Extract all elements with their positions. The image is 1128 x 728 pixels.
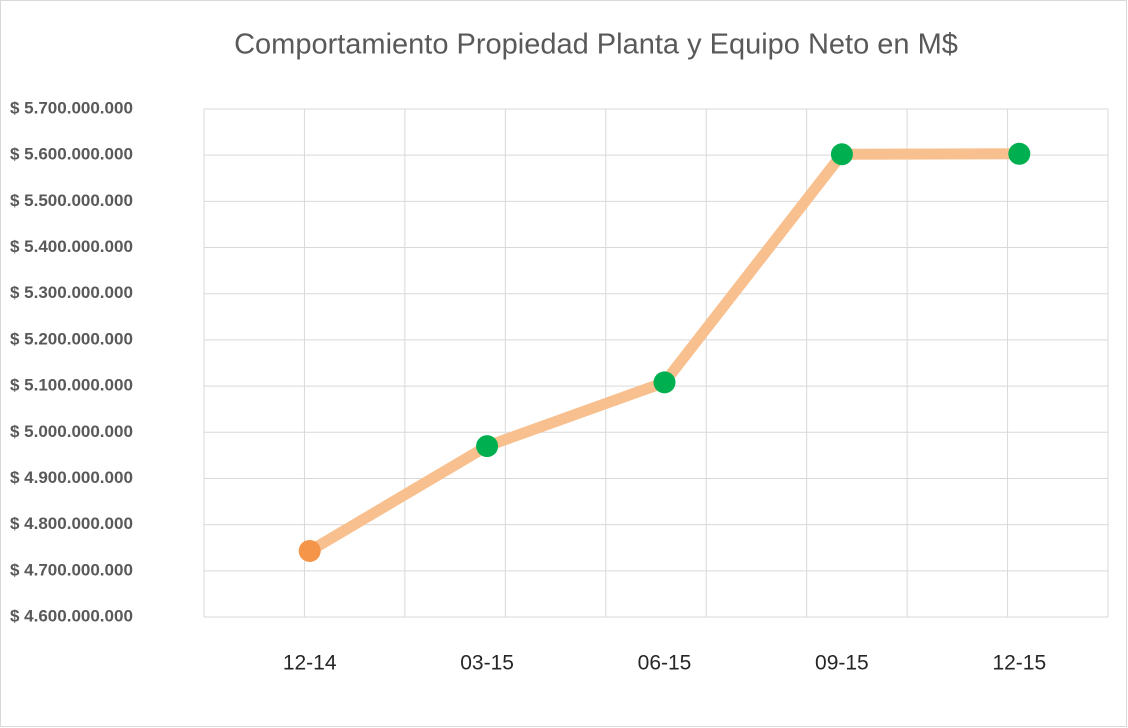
- y-tick-label: $ 5.700.000.000: [10, 98, 133, 117]
- x-tick-label: 06-15: [638, 652, 692, 675]
- x-tick-label: 12-14: [283, 652, 337, 675]
- x-tick-label: 03-15: [460, 652, 514, 675]
- y-tick-label: $ 5.100.000.000: [10, 376, 133, 395]
- y-tick-label: $ 4.800.000.000: [10, 514, 133, 533]
- y-tick-label: $ 4.900.000.000: [10, 468, 133, 487]
- y-tick-label: $ 5.500.000.000: [10, 191, 133, 210]
- data-point: [830, 143, 853, 166]
- x-tick-label: 09-15: [815, 652, 869, 675]
- y-tick-label: $ 4.700.000.000: [10, 560, 133, 579]
- y-tick-label: $ 5.400.000.000: [10, 237, 133, 256]
- y-tick-label: $ 5.000.000.000: [10, 422, 133, 441]
- y-tick-label: $ 5.600.000.000: [10, 145, 133, 164]
- chart-title: Comportamiento Propiedad Planta y Equipo…: [234, 29, 958, 61]
- data-point: [653, 371, 676, 394]
- data-point: [1008, 142, 1031, 165]
- y-tick-label: $ 5.300.000.000: [10, 283, 133, 302]
- data-point: [298, 539, 321, 562]
- data-point: [476, 435, 499, 458]
- x-tick-label: 12-15: [992, 652, 1046, 675]
- y-tick-label: $ 5.200.000.000: [10, 329, 133, 348]
- y-tick-label: $ 4.600.000.000: [10, 606, 133, 625]
